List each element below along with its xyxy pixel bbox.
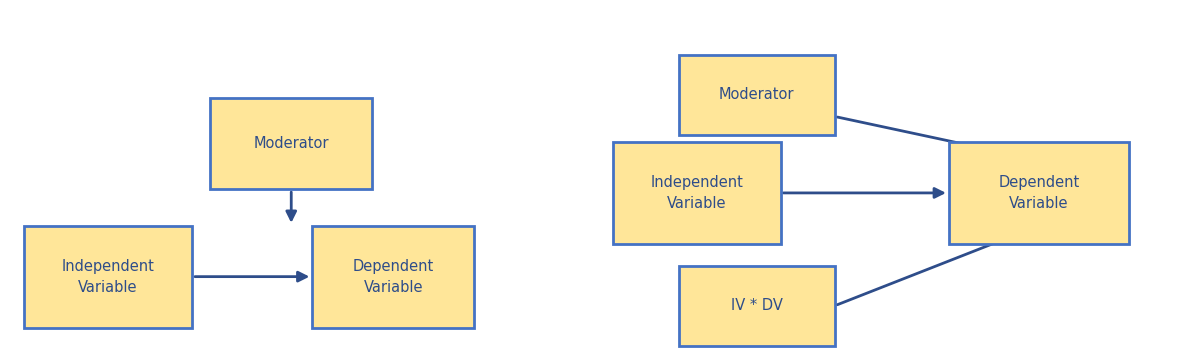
FancyBboxPatch shape [613,142,781,244]
Text: Dependent
Variable: Dependent Variable [998,175,1080,211]
Text: Moderator: Moderator [253,136,329,151]
FancyBboxPatch shape [24,226,192,328]
FancyBboxPatch shape [312,226,474,328]
Text: Independent
Variable: Independent Variable [61,259,155,294]
Text: Dependent
Variable: Dependent Variable [353,259,434,294]
FancyBboxPatch shape [679,266,835,346]
Text: IV * DV: IV * DV [730,298,783,313]
FancyBboxPatch shape [210,98,372,189]
Text: Independent
Variable: Independent Variable [650,175,743,211]
Text: Moderator: Moderator [719,87,794,102]
FancyBboxPatch shape [949,142,1129,244]
FancyBboxPatch shape [679,55,835,135]
